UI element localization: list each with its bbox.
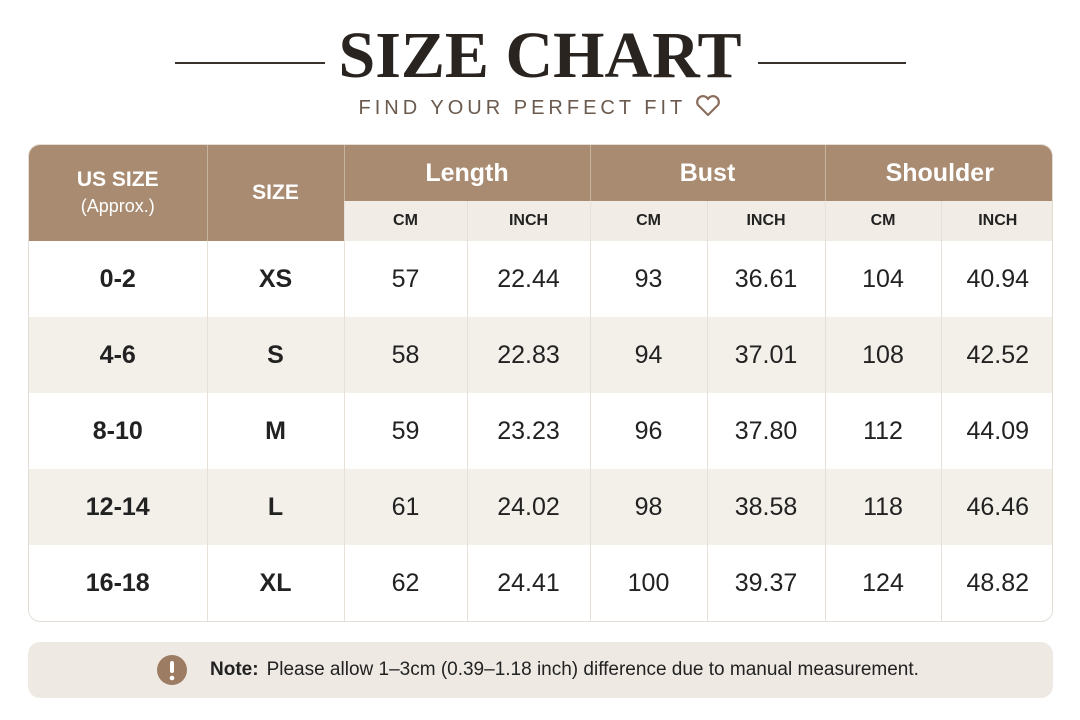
cell: 98 bbox=[589, 469, 708, 545]
cell: 8-10 bbox=[92, 416, 143, 445]
cell: 23.23 bbox=[466, 393, 591, 469]
unit-header: CM bbox=[824, 201, 942, 241]
unit-row: CM INCH CM INCH CM INCH bbox=[29, 201, 1052, 241]
cell: 24.02 bbox=[466, 469, 591, 545]
cell: 93 bbox=[589, 241, 708, 317]
subtitle-text: FIND YOUR PERFECT FIT bbox=[358, 97, 686, 119]
cell: 16-18 bbox=[85, 568, 150, 597]
cell: S bbox=[206, 317, 344, 393]
unit-header: INCH bbox=[706, 201, 826, 241]
table: US SIZE (Approx.) SIZE Length Bust Shoulder CM… bbox=[29, 145, 1052, 621]
cell: 38.58 bbox=[706, 469, 826, 545]
unit-header: INCH bbox=[466, 201, 591, 241]
header-text: US SIZE bbox=[76, 168, 159, 191]
cell: 94 bbox=[589, 317, 708, 393]
cell: 42.52 bbox=[940, 317, 1052, 393]
heart-icon bbox=[696, 95, 721, 117]
note-label: Note: bbox=[210, 659, 259, 680]
data-row: 4-6 S 58 22.83 94 37.01 108 42.52 bbox=[29, 317, 1052, 393]
header-cell: SIZE bbox=[206, 145, 344, 241]
cell: 24.41 bbox=[466, 545, 591, 621]
note: Note: Please allow 1–3cm (0.39–1.18 inch)… bbox=[28, 642, 1053, 698]
data-row: 12-14 L 61 24.02 98 38.58 118 46.46 bbox=[29, 469, 1052, 545]
cell: 59 bbox=[343, 393, 467, 469]
unit-header: INCH bbox=[940, 201, 1052, 241]
unit-header: CM bbox=[589, 201, 708, 241]
cell: L bbox=[206, 469, 344, 545]
cell: 124 bbox=[824, 545, 942, 621]
cell: 112 bbox=[824, 393, 942, 469]
group-header: Length bbox=[343, 145, 591, 201]
data-row: 8-10 M 59 23.23 96 37.80 112 44.09 bbox=[29, 393, 1052, 469]
size-table: US SIZE (Approx.) SIZE Length Bust Shoulder CM… bbox=[28, 144, 1053, 622]
cell: 108 bbox=[824, 317, 942, 393]
cell: 100 bbox=[589, 545, 708, 621]
cell: 22.44 bbox=[466, 241, 591, 317]
cell: XL bbox=[206, 545, 344, 621]
cell: 58 bbox=[343, 317, 467, 393]
header-note: (Approx.) bbox=[80, 196, 155, 216]
cell: 46.46 bbox=[940, 469, 1052, 545]
group-header: Bust bbox=[589, 145, 826, 201]
cell: 118 bbox=[824, 469, 942, 545]
title: SIZE CHART bbox=[338, 19, 742, 92]
cell: 104 bbox=[824, 241, 942, 317]
cell: 57 bbox=[343, 241, 467, 317]
data-row: 16-18 XL 62 24.41 100 39.37 124 48.82 bbox=[29, 545, 1052, 621]
cell: 36.61 bbox=[706, 241, 826, 317]
group-header: Shoulder bbox=[824, 145, 1052, 201]
cell: 44.09 bbox=[940, 393, 1052, 469]
header-row: US SIZE (Approx.) SIZE Length Bust Shoulder bbox=[29, 145, 1052, 241]
cell: XS bbox=[206, 241, 344, 317]
cell: 12-14 bbox=[29, 469, 207, 545]
cell: 4-6 bbox=[29, 317, 207, 393]
unit-header: CM bbox=[343, 201, 467, 241]
cell: 62 bbox=[343, 545, 467, 621]
cell: 22.83 bbox=[466, 317, 591, 393]
header-cell: US SIZE (Approx.) bbox=[29, 145, 207, 241]
subtitle: FIND YOUR PERFECT FIT bbox=[0, 95, 1080, 120]
cell: 40.94 bbox=[940, 241, 1052, 317]
cell: 48.82 bbox=[940, 545, 1052, 621]
cell: 0-2 bbox=[99, 264, 136, 293]
cell: 37.01 bbox=[706, 317, 826, 393]
data-row: 0-2 XS 57 22.44 93 36.61 104 40.94 bbox=[29, 241, 1052, 317]
cell: M bbox=[206, 393, 344, 469]
title-rule bbox=[175, 62, 325, 64]
cell: 37.80 bbox=[706, 393, 826, 469]
note-text: Please allow 1–3cm (0.39–1.18 inch) diff… bbox=[266, 659, 919, 680]
cell: 39.37 bbox=[706, 545, 826, 621]
cell: 61 bbox=[343, 469, 467, 545]
alert-icon bbox=[157, 655, 187, 685]
cell: 96 bbox=[589, 393, 708, 469]
title-rule bbox=[758, 62, 906, 64]
